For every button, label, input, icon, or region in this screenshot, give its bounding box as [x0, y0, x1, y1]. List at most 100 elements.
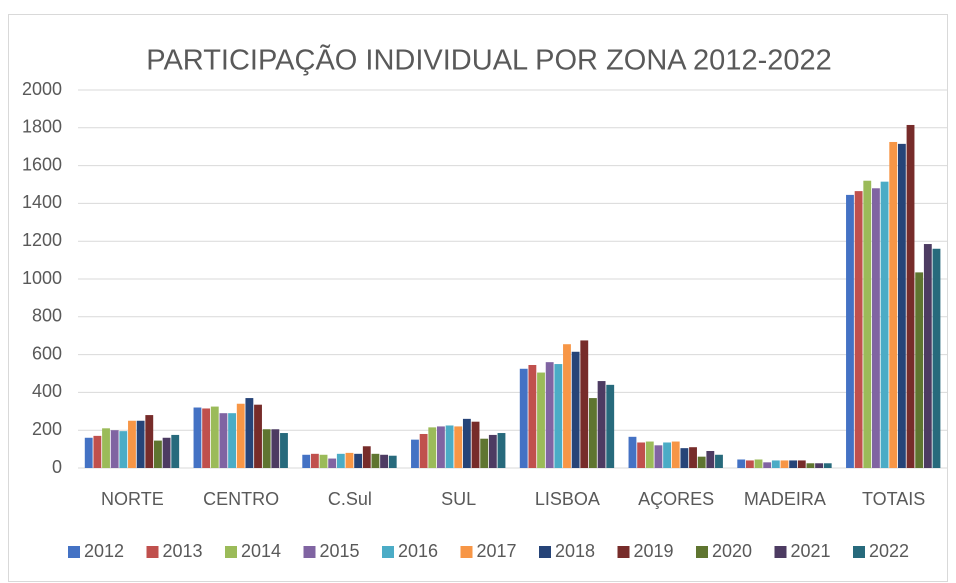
legend-label: 2021 [791, 541, 831, 561]
bar [471, 421, 480, 468]
bar [219, 413, 228, 468]
bar [606, 384, 615, 468]
bar [210, 406, 219, 468]
bar [797, 460, 806, 468]
y-tick-label: 1400 [22, 192, 62, 212]
bar [380, 454, 389, 468]
bar [545, 362, 554, 468]
bar [763, 462, 772, 468]
bar [254, 404, 262, 468]
legend-swatch [539, 546, 551, 558]
legend-swatch [146, 546, 159, 558]
x-tick-label: C.Sul [328, 489, 372, 509]
bar [110, 430, 119, 468]
x-tick-label: MADEIRA [744, 489, 826, 509]
x-tick-label: CENTRO [203, 489, 279, 509]
bar [554, 364, 563, 468]
bar [923, 244, 932, 468]
y-tick-label: 1000 [22, 268, 62, 288]
y-tick-label: 1800 [22, 117, 62, 137]
x-tick-label: AÇORES [638, 489, 714, 509]
bar [871, 188, 880, 468]
y-tick-label: 800 [32, 306, 62, 326]
legend-label: 2017 [477, 541, 517, 561]
bar [754, 459, 763, 468]
legend-label: 2013 [163, 541, 203, 561]
bar [671, 441, 680, 468]
bar [823, 463, 832, 468]
x-tick-label: LISBOA [535, 489, 600, 509]
bar [454, 426, 463, 468]
legend-label: 2016 [398, 541, 438, 561]
y-tick-label: 1200 [22, 230, 62, 250]
bar [362, 446, 371, 468]
bar [915, 272, 924, 468]
bar [737, 459, 746, 468]
legend-label: 2015 [320, 541, 360, 561]
bar [932, 248, 941, 468]
y-tick-label: 400 [32, 381, 62, 401]
bar [654, 445, 663, 468]
bar [528, 364, 537, 468]
bar [271, 429, 280, 468]
bar [462, 418, 471, 468]
bar [302, 454, 311, 468]
bar [119, 431, 128, 468]
bar [280, 433, 288, 468]
y-tick-label: 2000 [22, 79, 62, 99]
bar [345, 452, 354, 468]
bar [637, 442, 646, 468]
bar [706, 450, 715, 468]
bar [193, 407, 202, 468]
bar [628, 436, 637, 468]
y-tick-label: 1600 [22, 154, 62, 174]
bar [136, 420, 145, 468]
legend-swatch [225, 546, 237, 558]
bar [663, 442, 671, 468]
x-tick-label: NORTE [101, 489, 164, 509]
legend-label: 2022 [869, 541, 909, 561]
bar [310, 453, 319, 468]
x-tick-label: TOTAIS [862, 489, 925, 509]
x-tick-label: SUL [441, 489, 476, 509]
bar [228, 413, 236, 468]
bar [154, 440, 162, 468]
bar [680, 448, 689, 468]
bar [436, 426, 445, 468]
bar [689, 447, 697, 468]
chart-title: PARTICIPAÇÃO INDIVIDUAL POR ZONA 2012-20… [146, 43, 832, 77]
bar [428, 427, 437, 468]
bar [780, 460, 789, 468]
bar [388, 455, 397, 468]
legend-swatch [696, 546, 708, 558]
bar [854, 191, 863, 469]
bar [84, 437, 93, 468]
bar [411, 439, 419, 468]
bar [445, 425, 454, 468]
bar [697, 456, 706, 468]
bar [897, 143, 906, 469]
bar [880, 181, 889, 469]
legend-label: 2014 [241, 541, 281, 561]
bar [262, 429, 271, 468]
bar [806, 463, 815, 468]
bar [563, 344, 571, 468]
legend-label: 2020 [712, 541, 752, 561]
bar [488, 434, 497, 468]
bar [319, 454, 328, 468]
legend-label: 2018 [555, 541, 595, 561]
bar [371, 453, 380, 468]
legend-swatch [853, 546, 865, 558]
bar [236, 403, 245, 468]
bar [789, 460, 798, 468]
bar [745, 460, 754, 468]
y-tick-label: 200 [32, 419, 62, 439]
legend-label: 2012 [84, 541, 124, 561]
y-tick-label: 600 [32, 343, 62, 363]
bar [906, 124, 915, 468]
bar [93, 435, 102, 468]
bar [102, 428, 110, 468]
bar [580, 340, 589, 468]
legend-swatch [68, 546, 80, 558]
